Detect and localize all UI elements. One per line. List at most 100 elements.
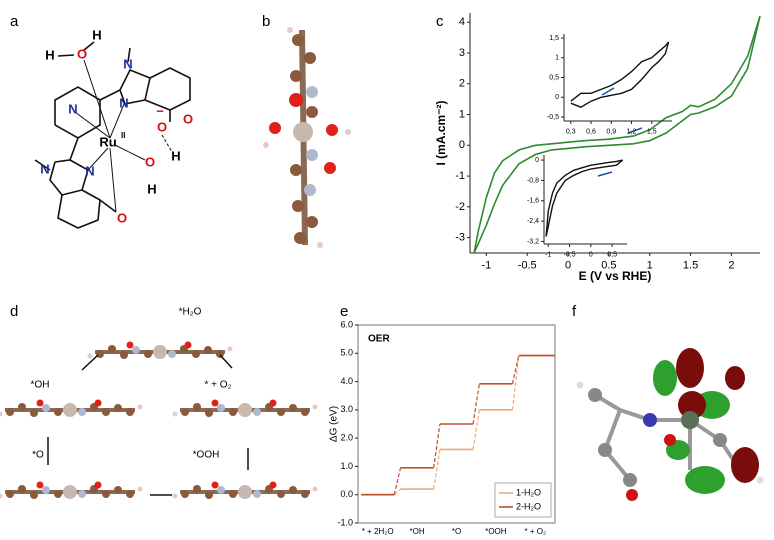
x-tick-label: -0,5 xyxy=(564,251,576,258)
decoration xyxy=(219,354,233,369)
decoration xyxy=(576,381,584,389)
decoration xyxy=(69,137,79,161)
y-tick-label: -3 xyxy=(455,232,465,244)
decoration xyxy=(326,124,338,136)
x-tick-label: 1,5 xyxy=(647,128,657,135)
atom-label: O xyxy=(77,46,87,61)
structure-a xyxy=(34,41,191,229)
decoration xyxy=(713,433,727,447)
atom-label: II xyxy=(121,131,125,140)
connector xyxy=(511,355,520,410)
x-tick-label: -0.5 xyxy=(518,259,537,271)
decoration xyxy=(626,489,638,501)
cycle-d xyxy=(0,339,320,501)
decoration xyxy=(290,164,302,176)
y-axis-label: I (mA.cm⁻²) xyxy=(434,100,448,165)
y-tick-label: -1,6 xyxy=(527,198,539,205)
y-tick-label: 3.0 xyxy=(340,404,353,414)
state-label: *OH xyxy=(31,380,50,391)
decoration xyxy=(144,67,191,111)
decoration xyxy=(324,162,336,174)
x-tick-label: * + O₂ xyxy=(525,527,547,536)
y-tick-label: -0,8 xyxy=(527,177,539,184)
x-tick-label: * + 2H₂O xyxy=(362,527,394,536)
scan-arrow xyxy=(597,171,613,177)
decoration xyxy=(87,147,109,171)
atom-label: N xyxy=(123,56,132,71)
curve xyxy=(570,41,670,102)
x-tick-label: -1 xyxy=(545,251,551,258)
decoration xyxy=(317,242,323,248)
panel-label: b xyxy=(262,13,270,30)
panel-label: f xyxy=(572,303,577,320)
y-tick-label: -3,2 xyxy=(527,238,539,245)
x-tick-label: 0,9 xyxy=(606,128,616,135)
x-tick-label: 0 xyxy=(565,259,571,271)
scan-arrow xyxy=(627,127,643,134)
x-tick-label: 0 xyxy=(589,251,593,258)
decoration xyxy=(676,348,704,388)
connector xyxy=(472,409,480,450)
atom-label: H xyxy=(171,148,180,163)
decoration xyxy=(681,411,699,429)
connector xyxy=(511,355,520,384)
atom-label: − xyxy=(156,103,164,118)
y-tick-label: 4 xyxy=(459,16,465,28)
decoration xyxy=(114,144,146,161)
connector xyxy=(393,488,401,496)
x-tick-label: 1,2 xyxy=(627,128,637,135)
decoration xyxy=(170,397,320,419)
curve xyxy=(473,15,761,254)
panel-label: e xyxy=(340,303,348,320)
state-label: *O xyxy=(32,450,44,461)
y-axis-label: ΔG (eV) xyxy=(329,406,340,442)
curve xyxy=(545,159,624,237)
decoration xyxy=(306,106,318,118)
decoration xyxy=(603,409,622,451)
atom-label: H xyxy=(92,27,101,42)
decoration xyxy=(81,354,99,371)
y-tick-label: -2,4 xyxy=(527,218,539,225)
x-tick-label: 0.5 xyxy=(601,259,616,271)
decoration xyxy=(588,388,602,402)
decoration xyxy=(127,47,131,63)
y-tick-label: 4.0 xyxy=(340,376,353,386)
atom-label: N xyxy=(40,161,49,176)
decoration xyxy=(170,479,320,501)
y-tick-label: 0 xyxy=(535,157,539,164)
y-tick-label: -1 xyxy=(455,170,465,182)
atom-label: N xyxy=(85,163,94,178)
decoration xyxy=(292,200,304,212)
scan-arrow xyxy=(601,87,615,96)
legend-label: 1-H₂O xyxy=(516,487,541,497)
decoration xyxy=(293,122,313,142)
x-tick-label: 0,5 xyxy=(607,251,617,258)
atom-label: O xyxy=(117,210,127,225)
decoration xyxy=(109,147,117,213)
panel-label: c xyxy=(436,13,444,30)
x-axis-label: E (V vs RHE) xyxy=(579,269,652,283)
connector xyxy=(433,449,441,490)
decoration xyxy=(664,434,676,446)
connector xyxy=(472,383,480,425)
chart-title: OER xyxy=(368,334,390,345)
decoration xyxy=(99,89,121,101)
decoration xyxy=(678,391,706,419)
y-tick-label: 2.0 xyxy=(340,433,353,443)
y-tick-label: 3 xyxy=(459,47,465,59)
decoration xyxy=(0,479,145,501)
y-tick-label: 6.0 xyxy=(340,319,353,329)
atom-label: O xyxy=(145,154,155,169)
decoration xyxy=(306,86,318,98)
x-tick-label: *O xyxy=(452,527,461,536)
decoration xyxy=(287,27,293,33)
curve xyxy=(473,15,761,254)
decoration xyxy=(289,93,303,107)
curve xyxy=(545,159,623,237)
x-tick-label: 0,3 xyxy=(566,128,576,135)
x-tick-label: *OH xyxy=(410,527,425,536)
decoration xyxy=(731,447,759,483)
state-label: *H₂O xyxy=(179,307,202,318)
x-tick-label: 0,6 xyxy=(586,128,596,135)
